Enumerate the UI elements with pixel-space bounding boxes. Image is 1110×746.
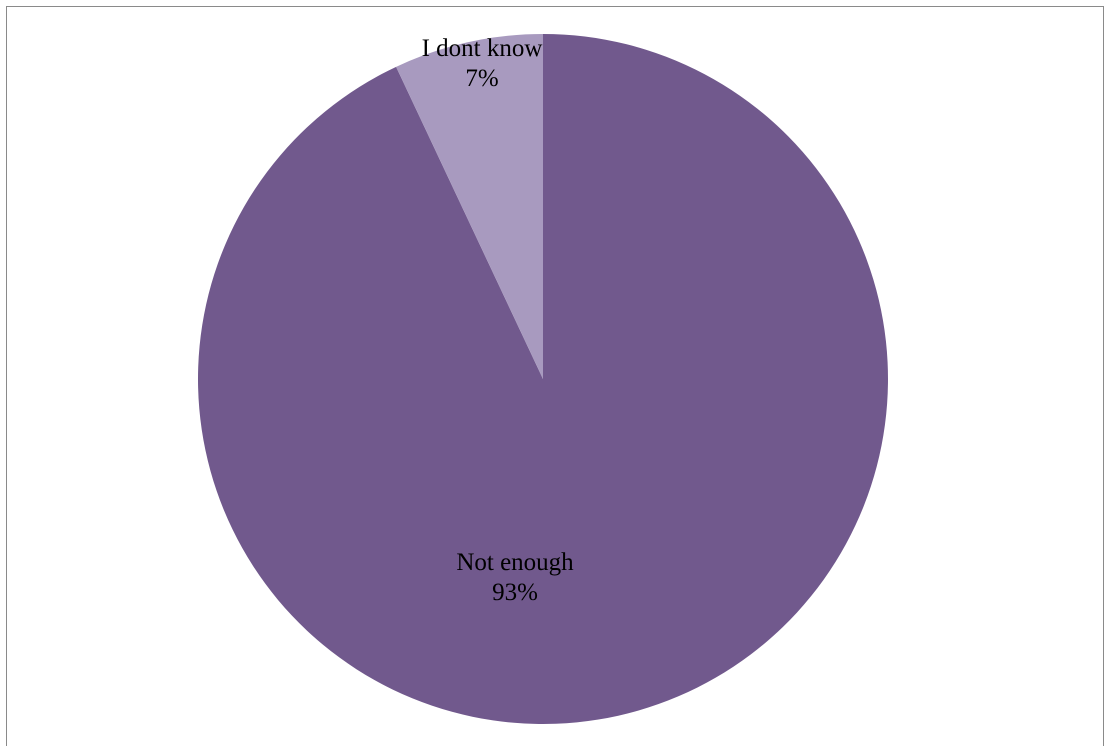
pie-slice-not-enough (197, 34, 888, 725)
pie-data-labels: Not enough 93% I dont know 7% (422, 35, 575, 606)
data-label-category: Not enough (456, 549, 574, 576)
data-label-percent: 7% (465, 65, 498, 92)
data-label-percent: 93% (492, 579, 538, 606)
pie-slices (197, 34, 888, 725)
pie-slice-i-dont-know (396, 34, 543, 379)
data-label-category: I dont know (422, 35, 543, 62)
